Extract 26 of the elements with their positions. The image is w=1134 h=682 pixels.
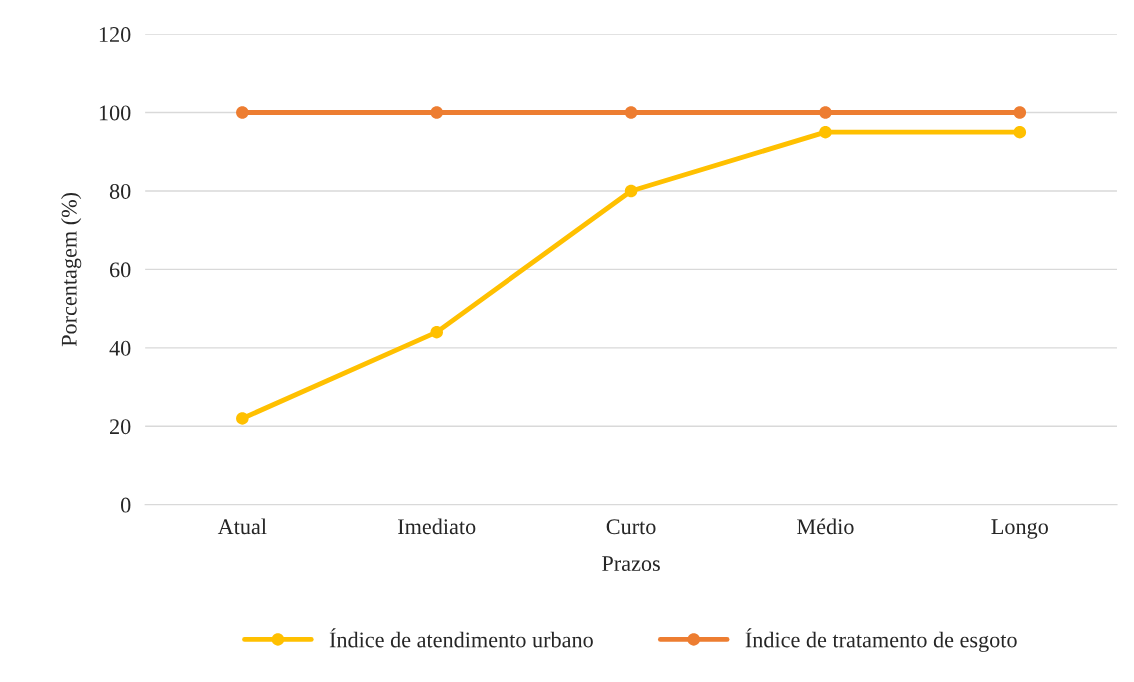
x-axis-title: Prazos	[602, 556, 660, 572]
point	[236, 412, 249, 425]
point	[236, 106, 249, 119]
x-tick-label: Médio	[797, 518, 854, 535]
y-tick-label: 0	[121, 497, 131, 513]
y-tick-label: 100	[99, 105, 131, 121]
x-tick-label: Curto	[606, 519, 656, 535]
point	[819, 106, 832, 119]
y-tick-label: 40	[109, 340, 131, 356]
legend-label: Índice de tratamento de esgoto	[745, 628, 1017, 653]
point	[430, 106, 443, 119]
y-axis-title: Porcentagem (%)	[61, 192, 82, 347]
y-tick-label: 60	[110, 262, 131, 278]
x-tick-label: Imediato	[398, 518, 476, 535]
point	[624, 184, 638, 198]
x-tick-label: Atual	[217, 518, 267, 535]
point	[819, 125, 832, 139]
x-tick-label: Longo	[991, 519, 1048, 539]
point	[430, 325, 443, 339]
legend-label: Índice de atendimento urbano	[329, 628, 593, 648]
point	[1013, 106, 1027, 119]
y-tick-label: 120	[99, 27, 131, 43]
point	[1013, 125, 1027, 139]
y-tick-label: 20	[110, 419, 131, 435]
point	[624, 106, 638, 119]
y-tick-label: 80	[109, 183, 131, 199]
